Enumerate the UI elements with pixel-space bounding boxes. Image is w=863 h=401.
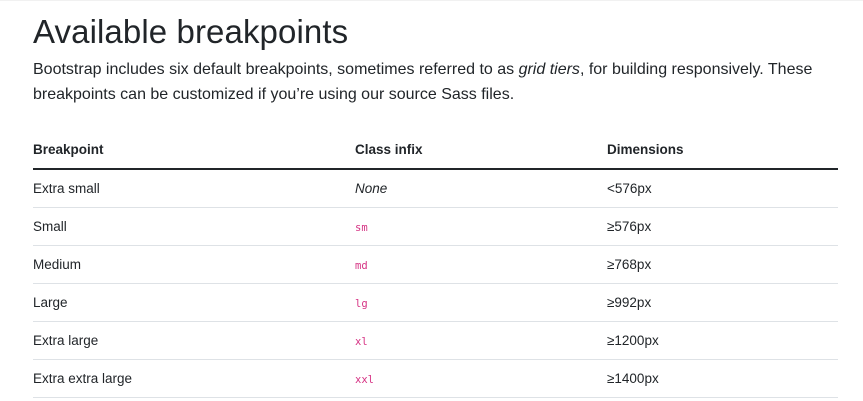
dimensions-cell: ≥1400px: [607, 359, 838, 398]
table-row: Large lg ≥992px: [33, 283, 838, 322]
dimensions-cell: ≥576px: [607, 207, 838, 246]
intro-text-end: , for building responsively. These break…: [33, 61, 813, 103]
intro-text-start: Bootstrap includes six default breakpoin…: [33, 61, 519, 78]
breakpoint-cell: Medium: [33, 245, 355, 284]
infix-cell: lg: [355, 283, 607, 322]
infix-code: xl: [355, 336, 368, 348]
infix-cell: xxl: [355, 359, 607, 398]
infix-cell: None: [355, 169, 607, 208]
breakpoint-cell: Extra small: [33, 169, 355, 208]
table-row: Extra small None <576px: [33, 169, 838, 208]
table-row: Extra large xl ≥1200px: [33, 321, 838, 360]
dimensions-cell: ≥768px: [607, 245, 838, 284]
intro-emphasis: grid tiers: [518, 61, 580, 78]
table-row: Medium md ≥768px: [33, 245, 838, 284]
breakpoint-cell: Small: [33, 207, 355, 246]
infix-cell: xl: [355, 321, 607, 360]
infix-cell: sm: [355, 207, 607, 246]
infix-code: sm: [355, 222, 368, 234]
infix-code: md: [355, 260, 368, 272]
dimensions-cell: ≥992px: [607, 283, 838, 322]
infix-cell: md: [355, 245, 607, 284]
infix-code: lg: [355, 298, 368, 310]
dimensions-cell: <576px: [607, 169, 838, 208]
section-intro: Bootstrap includes six default breakpoin…: [33, 58, 838, 107]
top-divider: [0, 0, 863, 1]
table-row: Small sm ≥576px: [33, 207, 838, 246]
section-title: Available breakpoints: [33, 13, 349, 50]
breakpoint-cell: Extra extra large: [33, 359, 355, 398]
breakpoint-cell: Extra large: [33, 321, 355, 360]
header-dimensions: Dimensions: [607, 131, 838, 170]
breakpoint-cell: Large: [33, 283, 355, 322]
infix-code: xxl: [355, 374, 374, 386]
table-row: Extra extra large xxl ≥1400px: [33, 359, 838, 398]
table-header-row: Breakpoint Class infix Dimensions: [33, 131, 838, 170]
header-breakpoint: Breakpoint: [33, 131, 355, 170]
breakpoints-table: Breakpoint Class infix Dimensions Extra …: [33, 131, 838, 398]
header-class-infix: Class infix: [355, 131, 607, 170]
dimensions-cell: ≥1200px: [607, 321, 838, 360]
breakpoints-section: Available breakpoints Bootstrap includes…: [33, 10, 838, 398]
